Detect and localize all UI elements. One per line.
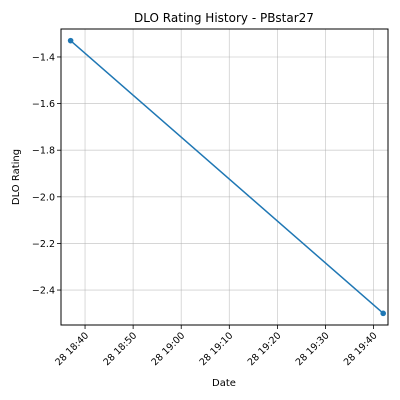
series-layer <box>67 37 386 317</box>
series-line <box>70 40 384 314</box>
chart-title: DLO Rating History - PBstar27 <box>134 11 314 25</box>
y-axis-label: DLO Rating <box>11 149 22 205</box>
data-point <box>67 37 74 44</box>
y-tick-label: −1.4 <box>32 52 55 63</box>
x-axis-label: Date <box>212 378 236 389</box>
grid <box>61 29 388 325</box>
y-tick-label: −1.8 <box>32 146 55 157</box>
y-tick-label: −2.4 <box>32 286 55 297</box>
data-point <box>380 310 386 317</box>
y-tick-label: −2.2 <box>32 239 55 250</box>
y-tick-label: −1.6 <box>32 99 55 110</box>
plot-area <box>60 28 389 326</box>
y-tick-label: −2.0 <box>32 192 55 203</box>
